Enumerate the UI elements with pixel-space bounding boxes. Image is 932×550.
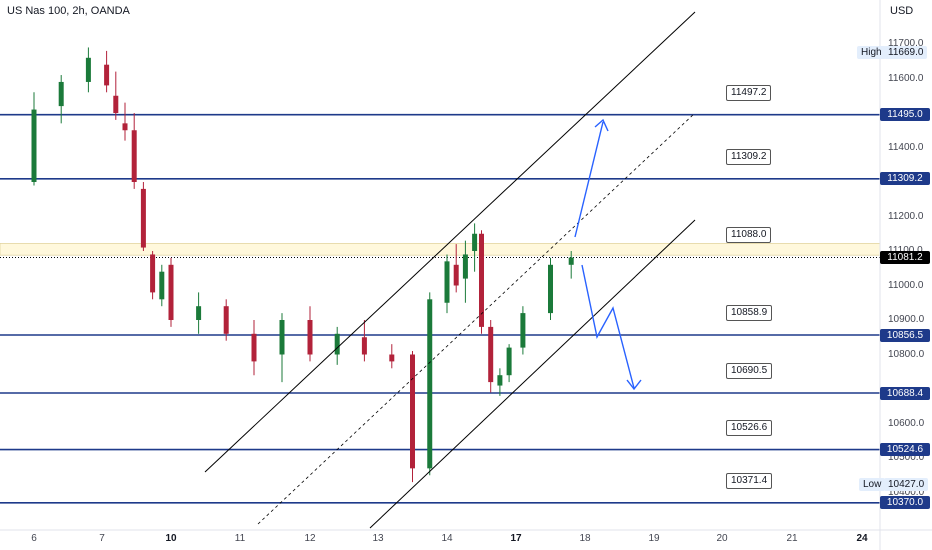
candle-body bbox=[140, 188, 146, 248]
zone-price-tag: 11088.0 bbox=[726, 227, 772, 244]
time-tick: 18 bbox=[579, 533, 591, 544]
price-tick: 11100.0 bbox=[888, 245, 923, 257]
level-axis-label: 10524.6 bbox=[880, 443, 930, 456]
currency-label: USD bbox=[890, 5, 914, 17]
candle-body bbox=[361, 337, 367, 355]
channel-lower-line bbox=[369, 219, 696, 529]
level-price-tag: 10858.9 bbox=[726, 305, 773, 321]
low-value: 10427.0 bbox=[884, 478, 929, 491]
candle-body bbox=[85, 57, 91, 82]
low-label: Low bbox=[859, 478, 886, 491]
level-price-tag: 10371.4 bbox=[726, 472, 773, 489]
symbol-title: US Nas 100, 2h, OANDA bbox=[7, 5, 130, 17]
price-tick: 10600.0 bbox=[888, 417, 925, 429]
high-value: 11669.0 bbox=[884, 46, 928, 59]
level-axis-label: 10370.0 bbox=[880, 496, 930, 510]
level-axis-label: 10688.4 bbox=[880, 386, 930, 400]
price-tick: 11200.0 bbox=[888, 210, 924, 222]
candle-body bbox=[150, 254, 156, 293]
candle-body bbox=[122, 123, 128, 131]
level-axis-label: 10856.5 bbox=[880, 328, 930, 342]
channel-midline bbox=[257, 112, 696, 525]
candle-body bbox=[131, 130, 137, 182]
price-tick: 10800.0 bbox=[888, 348, 925, 360]
candle-body bbox=[520, 313, 526, 348]
level-axis-label: 11309.2 bbox=[880, 172, 930, 186]
candle-body bbox=[31, 109, 37, 182]
candle-body bbox=[453, 264, 459, 286]
time-tick: 20 bbox=[716, 533, 728, 544]
level-axis-label: 11495.0 bbox=[880, 108, 930, 122]
candle-body bbox=[58, 81, 64, 107]
candle-body bbox=[462, 254, 468, 279]
candle-body bbox=[113, 95, 119, 113]
price-tick: 10400.0 bbox=[888, 486, 925, 498]
price-tick: 11000.0 bbox=[888, 279, 924, 291]
time-tick: 13 bbox=[372, 533, 384, 544]
candle-body bbox=[159, 271, 165, 300]
channel-upper-line bbox=[204, 11, 696, 473]
time-tick: 17 bbox=[510, 533, 522, 544]
price-tick: 11600.0 bbox=[888, 72, 924, 84]
candle-body bbox=[506, 347, 512, 376]
breakdown-arrow-line bbox=[581, 264, 635, 389]
high-label: High bbox=[857, 46, 886, 59]
candle-body bbox=[196, 306, 202, 320]
candle-body bbox=[307, 320, 313, 355]
candle-body bbox=[410, 354, 415, 469]
last-price-label: 11081.2 bbox=[880, 250, 930, 264]
candle-body bbox=[568, 257, 574, 265]
time-tick: 12 bbox=[304, 533, 316, 544]
level-price-tag: 11309.2 bbox=[726, 148, 772, 165]
level-price-tag: 10690.5 bbox=[726, 363, 773, 379]
candle-body bbox=[104, 64, 110, 86]
price-tick: 11700.0 bbox=[888, 38, 924, 49]
time-tick: 7 bbox=[99, 533, 105, 544]
candle-body bbox=[548, 264, 553, 314]
breakout-arrowhead bbox=[594, 118, 609, 132]
resistance-zone bbox=[0, 243, 881, 256]
candle-body bbox=[427, 299, 433, 469]
candle-body bbox=[479, 233, 484, 327]
candle-body bbox=[223, 306, 229, 334]
candle-body bbox=[488, 326, 494, 383]
price-tick: 10900.0 bbox=[888, 314, 925, 325]
price-tick: 10500.0 bbox=[888, 452, 925, 463]
level-price-tag: 11497.2 bbox=[726, 84, 772, 101]
breakout-arrow-line bbox=[574, 121, 604, 238]
candle-body bbox=[279, 320, 285, 355]
candle-body bbox=[472, 233, 478, 251]
breakdown-arrowhead bbox=[626, 379, 642, 391]
time-tick: 21 bbox=[786, 533, 798, 544]
candle-body bbox=[497, 375, 503, 386]
time-tick: 10 bbox=[165, 533, 177, 544]
candle-body bbox=[444, 261, 450, 303]
time-tick: 19 bbox=[648, 533, 660, 544]
time-tick: 14 bbox=[441, 533, 453, 544]
price-tick: 11400.0 bbox=[888, 141, 924, 153]
candle-body bbox=[389, 354, 395, 362]
level-price-tag: 10526.6 bbox=[726, 419, 773, 436]
time-tick: 11 bbox=[234, 533, 246, 544]
candle-body bbox=[168, 264, 174, 320]
candle-body bbox=[334, 333, 340, 355]
time-tick: 6 bbox=[31, 533, 37, 544]
time-tick: 24 bbox=[856, 533, 868, 544]
candle-body bbox=[251, 333, 257, 362]
